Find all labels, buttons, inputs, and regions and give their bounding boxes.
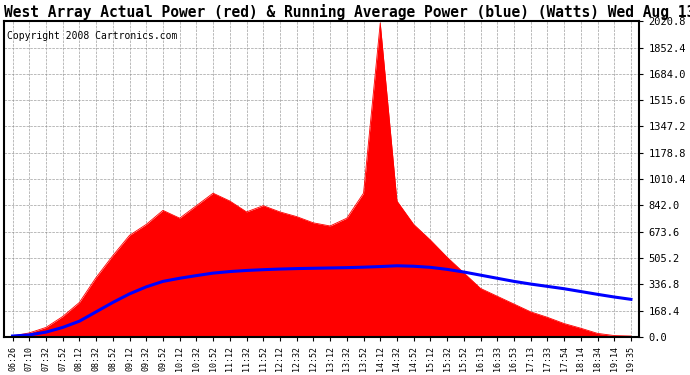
Text: West Array Actual Power (red) & Running Average Power (blue) (Watts) Wed Aug 13 : West Array Actual Power (red) & Running …	[4, 4, 690, 20]
Text: Copyright 2008 Cartronics.com: Copyright 2008 Cartronics.com	[8, 31, 178, 41]
